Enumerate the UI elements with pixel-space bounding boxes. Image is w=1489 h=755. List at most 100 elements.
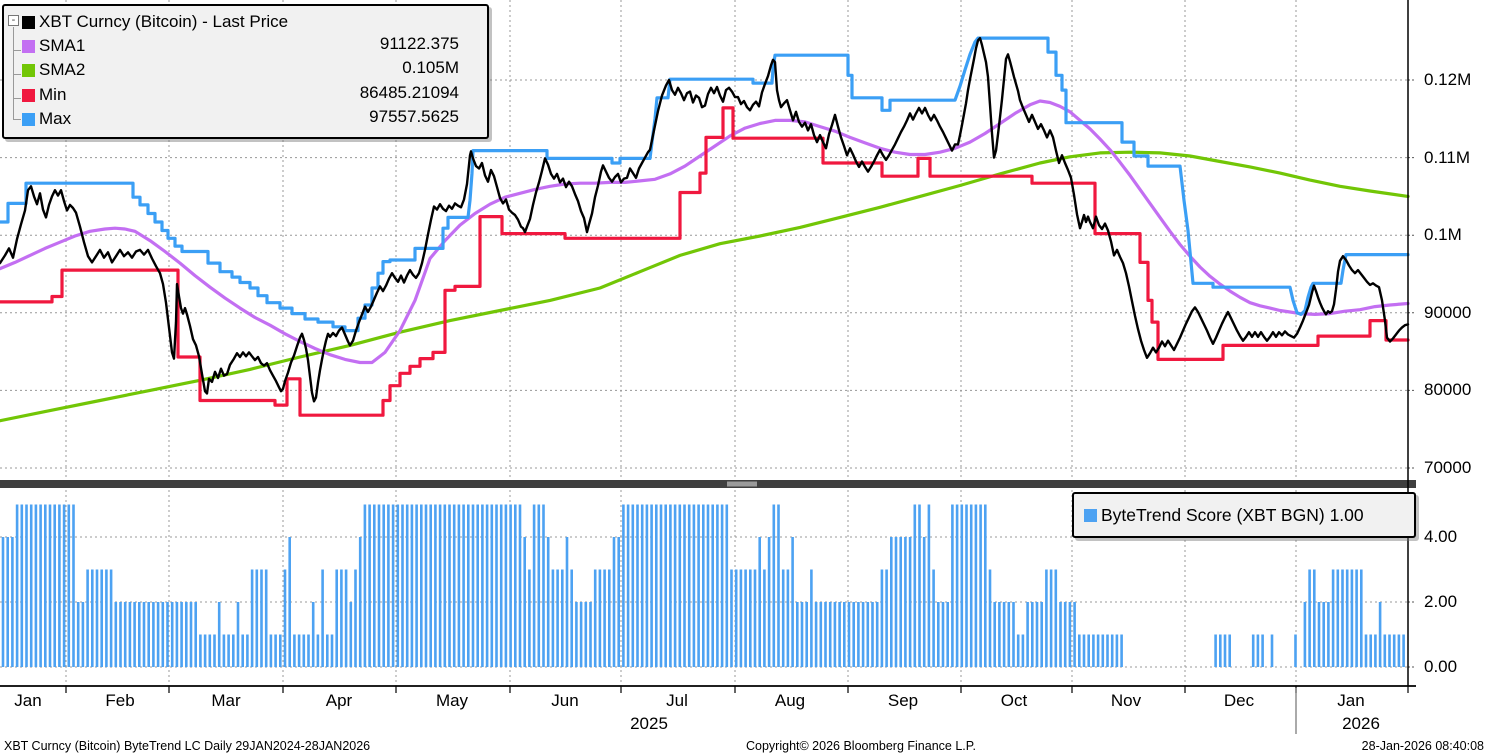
score-bar: [805, 602, 808, 667]
legend-row-max[interactable]: Max: [22, 107, 71, 131]
score-bar: [542, 504, 545, 667]
score-bar: [1360, 569, 1363, 667]
score-bar: [415, 504, 418, 667]
legend-row-price[interactable]: XBT Curncy (Bitcoin) - Last Price: [22, 10, 288, 34]
score-bar: [993, 602, 996, 667]
score-bar: [514, 504, 517, 667]
score-bar: [753, 569, 757, 667]
score-bar: [796, 602, 799, 667]
series-sma1: [0, 99, 1410, 365]
score-bar: [678, 504, 682, 667]
score-bar: [241, 634, 244, 667]
score-bar: [838, 602, 841, 667]
score-bar: [452, 504, 456, 667]
score-bar: [645, 504, 649, 667]
score-bar: [349, 602, 353, 667]
score-axis-label: 2.00: [1424, 592, 1458, 611]
score-bar: [424, 504, 428, 667]
score-bar: [763, 569, 766, 667]
x-axis-month-label: Jul: [666, 691, 688, 710]
legend-row-min[interactable]: Min: [22, 83, 66, 107]
max-swatch-icon: [22, 112, 35, 126]
score-bar: [669, 504, 672, 667]
x-axis-month-label: Mar: [211, 691, 241, 710]
score-bar: [960, 504, 964, 667]
score-bar: [716, 504, 719, 667]
score-bar: [692, 504, 696, 667]
score-bar: [213, 634, 216, 667]
score-bar: [123, 602, 127, 667]
legend-collapse-icon[interactable]: -: [8, 15, 19, 26]
score-bar: [302, 634, 306, 667]
score-bar: [1402, 634, 1405, 667]
score-bar: [1073, 602, 1076, 667]
score-bar: [1031, 602, 1034, 667]
score-bar: [62, 504, 66, 667]
score-bar: [250, 569, 254, 667]
score-bar: [998, 602, 1001, 667]
legend-row-sma1[interactable]: SMA1: [22, 34, 85, 58]
score-bar: [1115, 634, 1119, 667]
score-bar: [307, 634, 310, 667]
score-bar: [401, 504, 404, 667]
score-bar: [481, 504, 484, 667]
score-bar: [608, 569, 611, 667]
x-axis-year-label: 2026: [1342, 714, 1380, 733]
score-bar: [1054, 569, 1058, 667]
score-bar: [1, 537, 5, 667]
score-bar: [528, 569, 531, 667]
score-bar: [1313, 569, 1316, 667]
score-bar: [1261, 634, 1264, 667]
score-bar: [25, 504, 28, 667]
score-legend[interactable]: ByteTrend Score (XBT BGN) 1.00: [1072, 492, 1416, 538]
score-bar: [631, 504, 635, 667]
score-bar: [565, 537, 569, 667]
score-bar: [744, 569, 747, 667]
score-bar: [1378, 602, 1382, 667]
score-bar: [138, 602, 141, 667]
legend-row-sma2[interactable]: SMA2: [22, 58, 85, 82]
score-bar: [843, 602, 846, 667]
score-bar: [217, 602, 221, 667]
score-bar: [772, 504, 776, 667]
score-bar: [156, 602, 160, 667]
score-bar: [899, 537, 902, 667]
score-bar: [1322, 602, 1325, 667]
score-bar: [1021, 634, 1025, 667]
score-bar: [1364, 634, 1368, 667]
score-bar: [791, 537, 794, 667]
score-bar: [1331, 569, 1335, 667]
score-bar: [1388, 634, 1391, 667]
price-legend[interactable]: - XBT Curncy (Bitcoin) - Last Price SMA1…: [2, 4, 489, 139]
score-bar: [236, 602, 240, 667]
score-bar: [814, 602, 818, 667]
score-bar: [170, 602, 174, 667]
score-bar: [86, 569, 89, 667]
bytetrend-swatch-icon: [1084, 508, 1097, 522]
score-bar: [702, 504, 705, 667]
score-bar: [556, 569, 559, 667]
score-bar: [1369, 634, 1372, 667]
score-axis-label: 4.00: [1424, 527, 1458, 546]
score-bar: [1341, 569, 1344, 667]
score-bar: [467, 504, 470, 667]
score-bar: [189, 602, 193, 667]
panel-divider-handle[interactable]: [727, 481, 757, 487]
score-bar: [11, 537, 14, 667]
score-bar: [1035, 602, 1039, 667]
score-bar: [922, 537, 926, 667]
score-bar: [1007, 602, 1011, 667]
score-bar: [749, 569, 752, 667]
score-bar: [979, 504, 982, 667]
score-bar: [758, 537, 761, 667]
score-bar: [866, 602, 870, 667]
score-bar: [194, 602, 197, 667]
score-bar: [1063, 602, 1067, 667]
score-bar: [203, 634, 207, 667]
score-bar: [288, 537, 291, 667]
series-min: [0, 106, 1410, 417]
score-bar: [1327, 602, 1330, 667]
footer-timestamp: 28-Jan-2026 08:40:08: [1361, 739, 1484, 753]
score-bar: [152, 602, 155, 667]
